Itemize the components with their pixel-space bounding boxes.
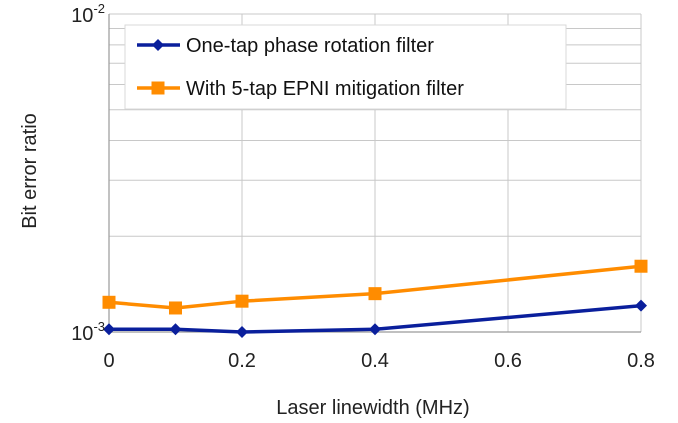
y-tick-label: 10-2	[71, 1, 105, 27]
data-point	[368, 287, 382, 301]
legend-box	[124, 24, 567, 110]
y-axis-label: Bit error ratio	[19, 113, 41, 229]
data-point	[635, 299, 647, 312]
data-point	[634, 259, 648, 273]
x-tick-label: 0.2	[228, 350, 256, 372]
data-point	[369, 323, 381, 336]
legend-label: One-tap phase rotation filter	[186, 35, 434, 57]
legend-swatch-marker	[152, 39, 164, 51]
data-point	[235, 294, 249, 308]
x-axis-label: Laser linewidth (MHz)	[276, 397, 469, 419]
data-point	[169, 301, 182, 315]
y-tick-label: 10-3	[71, 319, 105, 345]
legend: One-tap phase rotation filter With 5-tap …	[124, 24, 567, 110]
tick-labels: 0 0.2 0.4 0.6 0.8 10-3 10-2	[71, 1, 655, 372]
legend-label: With 5-tap EPNI mitigation filter	[186, 78, 464, 100]
data-point	[169, 323, 182, 336]
x-tick-label: 0.4	[361, 350, 389, 372]
data-point	[236, 326, 248, 338]
data-point	[103, 323, 115, 336]
x-tick-label: 0.6	[494, 350, 522, 372]
data-point	[102, 295, 116, 309]
legend-swatch-marker	[151, 81, 165, 95]
x-tick-label: 0.8	[627, 350, 655, 372]
series-layer	[102, 259, 648, 338]
x-tick-label: 0	[103, 350, 114, 372]
legend-items: One-tap phase rotation filter With 5-tap …	[137, 35, 464, 100]
